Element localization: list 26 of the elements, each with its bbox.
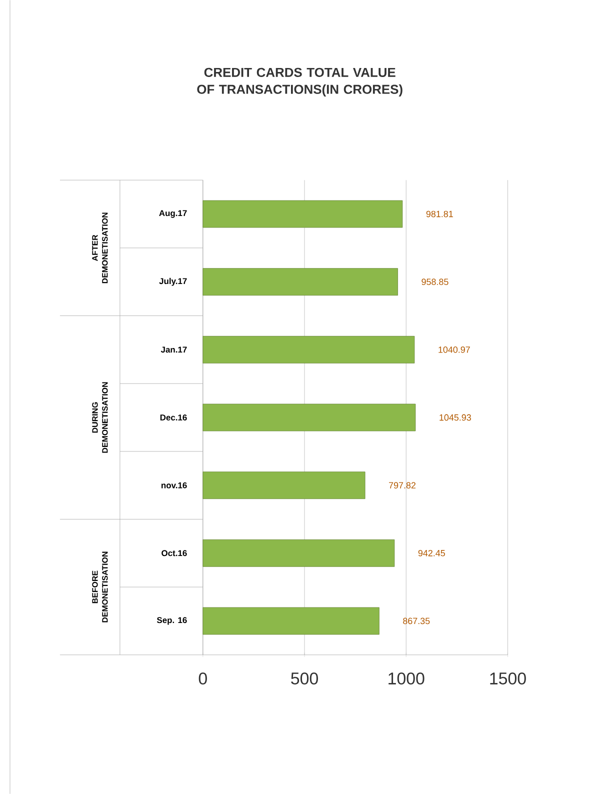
y-tick-label: Aug.17 <box>159 210 187 218</box>
y-tick-label: Jan.17 <box>161 346 187 353</box>
bar <box>202 268 398 296</box>
bar <box>202 472 366 499</box>
data-label: 797.82 <box>389 482 416 488</box>
chart-title: CREDIT CARDS TOTAL VALUE OF TRANSACTIONS(IN CRORES) <box>197 68 403 96</box>
y-tick-label: July.17 <box>159 278 187 286</box>
x-tick-label: 0 <box>199 672 208 684</box>
data-label: 981.81 <box>426 210 454 218</box>
x-tick-label: 500 <box>291 672 318 684</box>
x-tick-label: 1500 <box>490 672 526 684</box>
y-tick-label: Dec.16 <box>160 414 187 420</box>
data-label: 1045.93 <box>440 414 472 421</box>
data-label: 1040.97 <box>438 346 470 353</box>
data-label: 958.85 <box>422 278 448 286</box>
y-tick-label: Sep. 16 <box>157 617 187 625</box>
bar <box>202 200 403 228</box>
y-tick-label: nov.16 <box>162 482 187 488</box>
bar <box>202 607 380 635</box>
bar <box>202 336 415 364</box>
bar <box>202 539 395 567</box>
y-tick-label: Oct.16 <box>162 550 187 556</box>
data-label: 867.35 <box>403 618 430 624</box>
data-label: 942.45 <box>418 550 446 556</box>
x-tick-label: 1000 <box>388 672 424 684</box>
bar <box>202 404 416 432</box>
